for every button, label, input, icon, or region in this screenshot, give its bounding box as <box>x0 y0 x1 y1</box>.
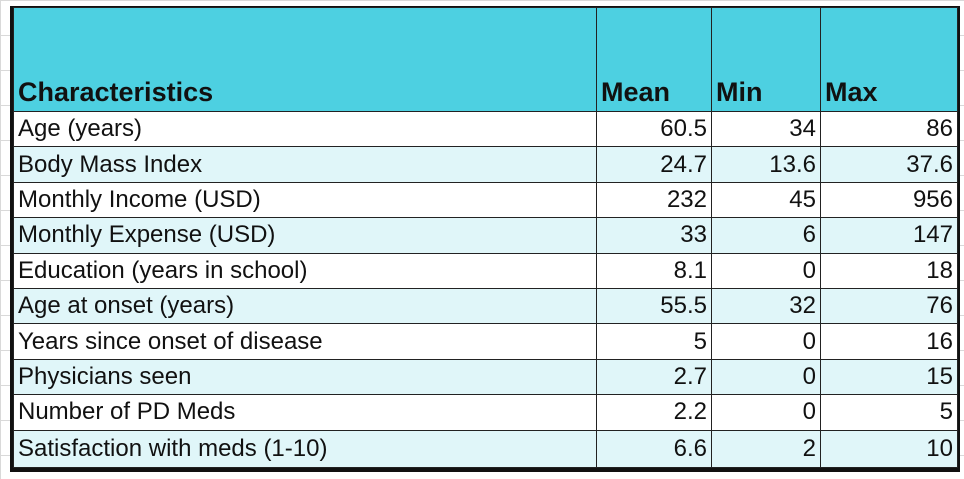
cell-max[interactable]: 86 <box>820 110 958 148</box>
table-row: Age at onset (years) 55.5 32 76 <box>13 287 958 325</box>
cell-max[interactable]: 16 <box>820 323 958 360</box>
table-row: Number of PD Meds 2.2 0 5 <box>13 394 958 431</box>
header-row: Characteristics Mean Min Max <box>13 7 958 112</box>
cell-characteristic[interactable]: Education (years in school) <box>13 252 597 289</box>
cell-characteristic[interactable]: Monthly Income (USD) <box>13 181 597 219</box>
cell-min[interactable]: 2 <box>711 429 821 468</box>
cell-min[interactable]: 0 <box>711 323 821 360</box>
cell-min[interactable]: 32 <box>711 287 821 325</box>
cell-min[interactable]: 45 <box>711 181 821 219</box>
characteristics-table-container: Characteristics Mean Min Max Age (years)… <box>10 6 960 472</box>
header-characteristics[interactable]: Characteristics <box>13 7 597 112</box>
characteristics-table: Characteristics Mean Min Max Age (years)… <box>13 7 958 468</box>
cell-characteristic[interactable]: Number of PD Meds <box>13 394 597 431</box>
cell-characteristic[interactable]: Years since onset of disease <box>13 323 597 360</box>
cell-min[interactable]: 34 <box>711 110 821 148</box>
table-row: Age (years) 60.5 34 86 <box>13 110 958 148</box>
cell-mean[interactable]: 6.6 <box>596 429 712 468</box>
cell-min[interactable]: 6 <box>711 217 821 254</box>
header-max[interactable]: Max <box>820 7 958 112</box>
cell-mean[interactable]: 8.1 <box>596 252 712 289</box>
cell-min[interactable]: 0 <box>711 252 821 289</box>
cell-max[interactable]: 147 <box>820 217 958 254</box>
table-row: Monthly Expense (USD) 33 6 147 <box>13 217 958 254</box>
table-row: Body Mass Index 24.7 13.6 37.6 <box>13 146 958 183</box>
cell-mean[interactable]: 5 <box>596 323 712 360</box>
cell-characteristic[interactable]: Satisfaction with meds (1-10) <box>13 429 597 468</box>
table-row: Years since onset of disease 5 0 16 <box>13 323 958 360</box>
table-row: Physicians seen 2.7 0 15 <box>13 358 958 396</box>
cell-mean[interactable]: 60.5 <box>596 110 712 148</box>
cell-characteristic[interactable]: Age at onset (years) <box>13 287 597 325</box>
cell-mean[interactable]: 55.5 <box>596 287 712 325</box>
cell-max[interactable]: 18 <box>820 252 958 289</box>
cell-min[interactable]: 0 <box>711 394 821 431</box>
table-row: Satisfaction with meds (1-10) 6.6 2 10 <box>13 429 958 468</box>
cell-mean[interactable]: 2.2 <box>596 394 712 431</box>
cell-characteristic[interactable]: Monthly Expense (USD) <box>13 217 597 254</box>
cell-mean[interactable]: 24.7 <box>596 146 712 183</box>
cell-min[interactable]: 13.6 <box>711 146 821 183</box>
cell-max[interactable]: 76 <box>820 287 958 325</box>
cell-max[interactable]: 15 <box>820 358 958 396</box>
header-min[interactable]: Min <box>711 7 821 112</box>
table-row: Education (years in school) 8.1 0 18 <box>13 252 958 289</box>
cell-max[interactable]: 5 <box>820 394 958 431</box>
cell-min[interactable]: 0 <box>711 358 821 396</box>
cell-characteristic[interactable]: Physicians seen <box>13 358 597 396</box>
cell-max[interactable]: 956 <box>820 181 958 219</box>
cell-max[interactable]: 10 <box>820 429 958 468</box>
cell-mean[interactable]: 2.7 <box>596 358 712 396</box>
header-mean[interactable]: Mean <box>596 7 712 112</box>
cell-max[interactable]: 37.6 <box>820 146 958 183</box>
cell-characteristic[interactable]: Age (years) <box>13 110 597 148</box>
cell-mean[interactable]: 33 <box>596 217 712 254</box>
cell-mean[interactable]: 232 <box>596 181 712 219</box>
cell-characteristic[interactable]: Body Mass Index <box>13 146 597 183</box>
table-row: Monthly Income (USD) 232 45 956 <box>13 181 958 219</box>
